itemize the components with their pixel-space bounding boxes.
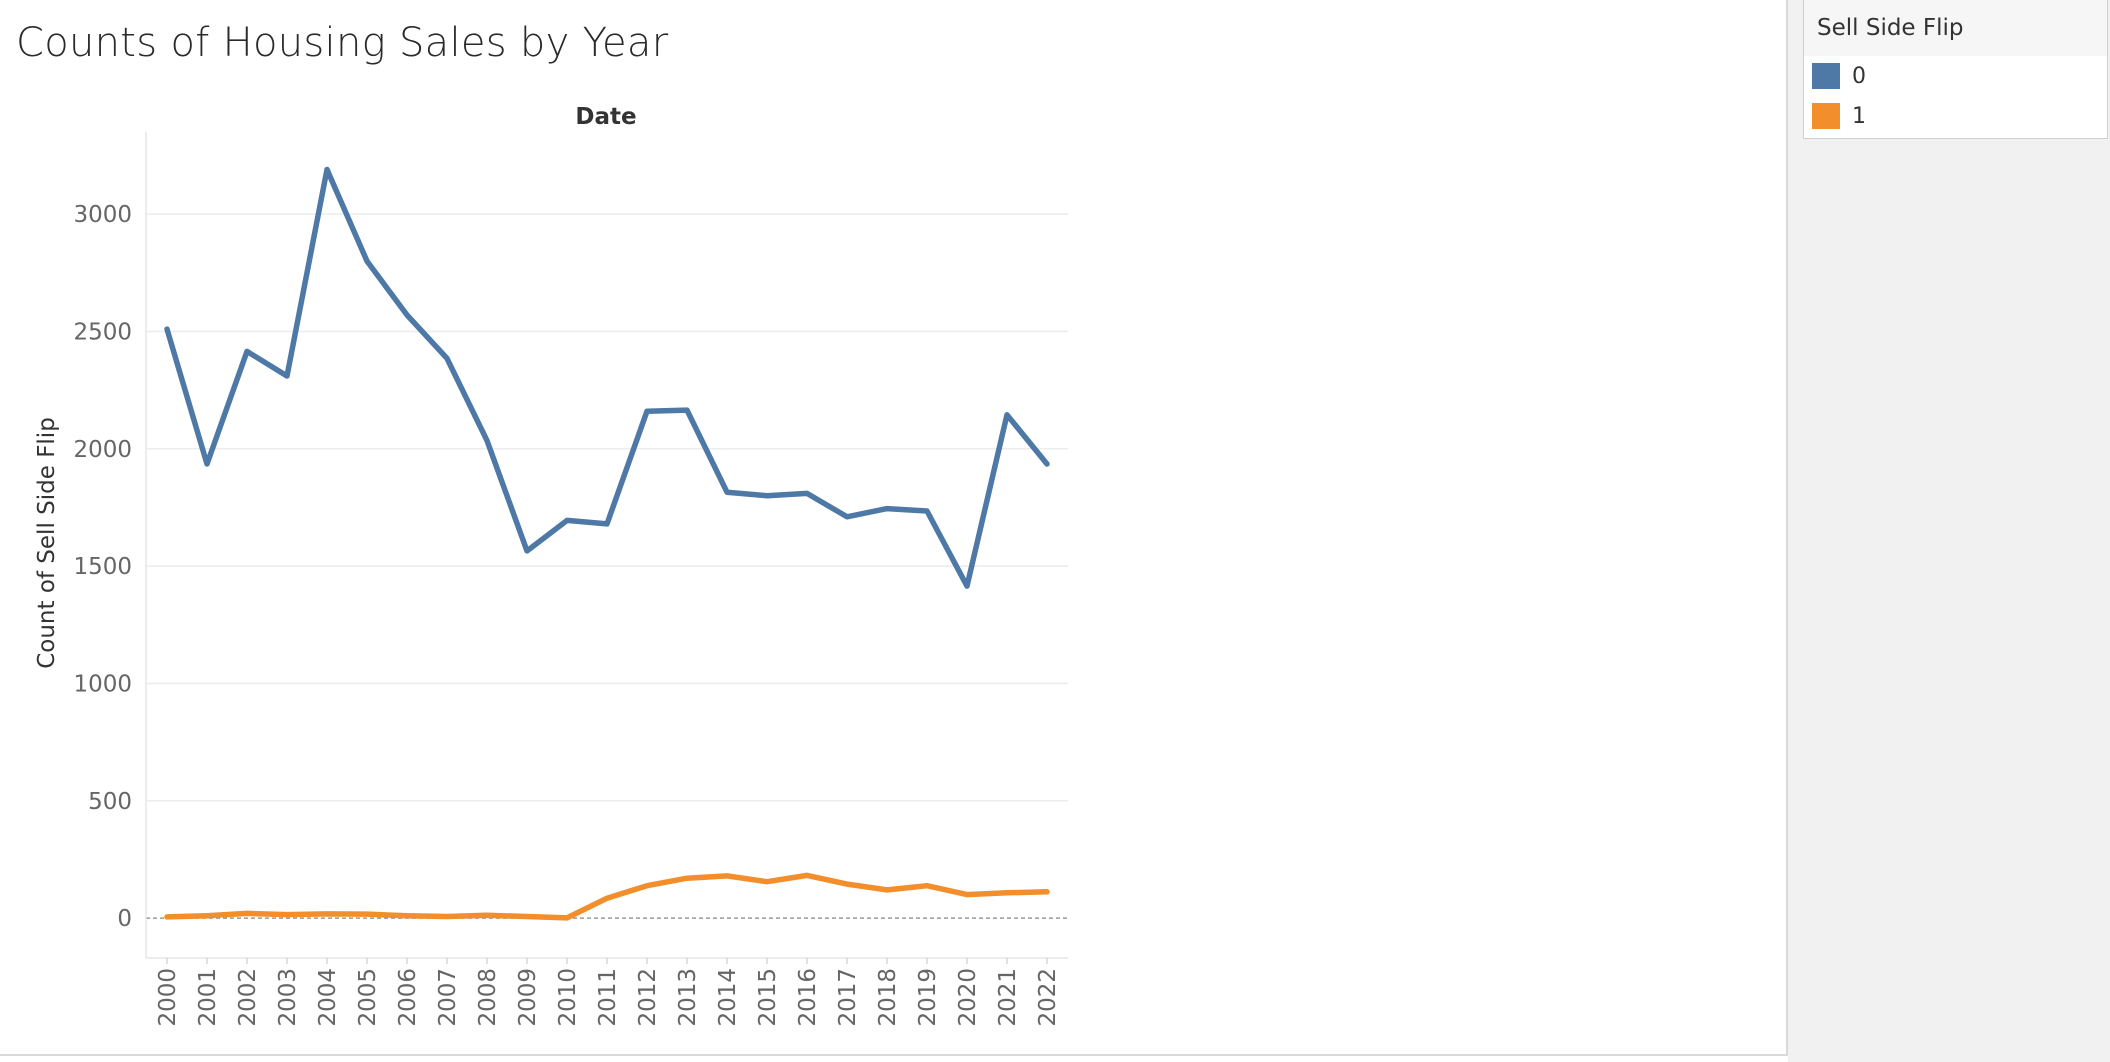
y-axis-title: Count of Sell Side Flip xyxy=(34,417,60,669)
y-tick-label: 2000 xyxy=(73,437,132,463)
x-tick-label: 2009 xyxy=(515,968,541,1027)
line-chart[interactable]: Date Count of Sell Side Flip 0 500 1000 150… xyxy=(0,0,1786,1054)
x-tick-label: 2011 xyxy=(595,968,621,1027)
x-tick-label: 2004 xyxy=(315,968,341,1027)
x-tick-label: 2019 xyxy=(915,968,941,1027)
series-line-1[interactable] xyxy=(164,872,1050,921)
series-line-0[interactable] xyxy=(164,166,1050,589)
x-tick-label: 2006 xyxy=(395,968,421,1027)
y-tick-label: 1500 xyxy=(73,554,132,580)
x-tick-label: 2020 xyxy=(955,968,981,1027)
x-tick-label: 2014 xyxy=(715,968,741,1027)
series-lines[interactable] xyxy=(164,166,1050,921)
legend-label-1: 1 xyxy=(1852,103,1866,129)
x-tick-label: 2001 xyxy=(195,968,221,1027)
y-tick-label: 0 xyxy=(117,906,132,932)
chart-pane: Counts of Housing Sales by Year Date Cou… xyxy=(0,0,1788,1056)
x-tick-label: 2002 xyxy=(235,968,261,1027)
x-tick-label: 2010 xyxy=(555,968,581,1027)
x-tick-label: 2013 xyxy=(675,968,701,1027)
y-tick-label: 2500 xyxy=(73,319,132,345)
x-tick-label: 2003 xyxy=(275,968,301,1027)
y-tick-label: 500 xyxy=(88,789,132,815)
legend-title: Sell Side Flip xyxy=(1804,0,2107,56)
x-tick-label: 2016 xyxy=(795,968,821,1027)
x-tick-label: 2008 xyxy=(475,968,501,1027)
x-tick-label: 2021 xyxy=(995,968,1021,1027)
axes xyxy=(145,132,1068,964)
x-tick-label: 2005 xyxy=(355,968,381,1027)
x-tick-label: 2000 xyxy=(155,968,181,1027)
side-panel xyxy=(1788,0,2110,1062)
x-tick-label: 2018 xyxy=(875,968,901,1027)
x-tick-label: 2007 xyxy=(435,968,461,1027)
axis-labels: Date Count of Sell Side Flip 0 500 1000 150… xyxy=(34,104,1061,1027)
legend-item-1[interactable]: 1 xyxy=(1804,96,2107,136)
legend-label-0: 0 xyxy=(1852,63,1866,89)
chart-title: Counts of Housing Sales by Year xyxy=(16,20,669,66)
x-tick-label: 2015 xyxy=(755,968,781,1027)
legend: Sell Side Flip 0 1 xyxy=(1803,0,2108,139)
legend-swatch-0 xyxy=(1812,63,1840,89)
x-axis-title: Date xyxy=(575,104,636,130)
legend-item-0[interactable]: 0 xyxy=(1804,56,2107,96)
x-tick-label: 2012 xyxy=(635,968,661,1027)
x-tick-label: 2017 xyxy=(835,968,861,1027)
x-tick-label: 2022 xyxy=(1035,968,1061,1027)
gridlines xyxy=(146,213,1068,919)
legend-swatch-1 xyxy=(1812,103,1840,129)
y-tick-label: 3000 xyxy=(73,202,132,228)
y-tick-label: 1000 xyxy=(73,671,132,697)
